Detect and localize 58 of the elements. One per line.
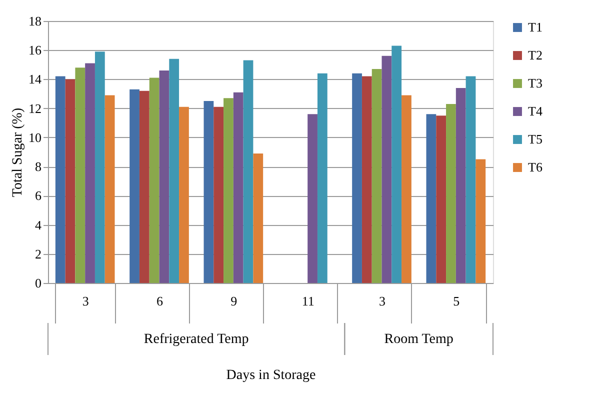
bar [253, 153, 264, 283]
bar [243, 60, 254, 283]
bar [75, 68, 86, 283]
x-tick-label: 3 [82, 294, 89, 308]
bar [179, 106, 189, 283]
bar [169, 58, 180, 283]
x-tick-label: 3 [379, 294, 386, 308]
bar [233, 92, 244, 283]
bar [476, 159, 486, 283]
legend-label: T1 [528, 20, 542, 34]
bar [317, 73, 328, 283]
bar [85, 63, 95, 283]
x-tick-label: 5 [453, 294, 460, 308]
y-tick-label: 14 [28, 72, 42, 87]
x-tick-label: 9 [230, 294, 238, 308]
bar [214, 106, 224, 283]
bar [65, 79, 76, 283]
bar [159, 70, 170, 283]
legend-label: T2 [528, 48, 542, 62]
y-tick-label: 16 [28, 42, 42, 58]
y-tick-label: 0 [35, 276, 42, 290]
text: Room Temp [384, 332, 454, 347]
bar [372, 69, 382, 283]
y-tick-label: 2 [35, 246, 42, 262]
text: Refrigerated Temp [144, 332, 249, 347]
bar [466, 76, 476, 283]
legend-label: T5 [528, 132, 542, 146]
legend-label: T4 [528, 104, 543, 118]
bar [55, 76, 66, 283]
bar [352, 73, 362, 283]
legend-label: T3 [528, 76, 542, 90]
bar [104, 95, 115, 283]
bar [308, 114, 318, 283]
bar [402, 95, 412, 283]
bar [149, 78, 160, 283]
y-tick-label: 18 [28, 14, 42, 28]
bar [436, 116, 446, 283]
bar [204, 101, 214, 283]
y-tick-label: 12 [28, 100, 42, 116]
y-tick-label: 8 [35, 159, 42, 174]
y-tick-label: 10 [28, 130, 42, 145]
bar [446, 104, 456, 283]
y-tick-label: 6 [35, 188, 42, 204]
bar [130, 89, 140, 283]
y-axis-title: Total Sugar (%) [10, 108, 26, 198]
legend-label: T6 [528, 160, 543, 174]
y-tick-label: 4 [35, 217, 42, 232]
bar [139, 90, 150, 283]
bar [382, 56, 392, 283]
bar [426, 114, 436, 283]
bar [456, 88, 466, 283]
bar [362, 76, 372, 283]
bar [94, 52, 105, 283]
x-tick-label: 11 [302, 294, 314, 308]
x-axis-title: Days in Storage [226, 368, 316, 383]
bar [224, 98, 234, 283]
x-tick-label: 6 [156, 294, 164, 308]
bar [392, 46, 402, 283]
